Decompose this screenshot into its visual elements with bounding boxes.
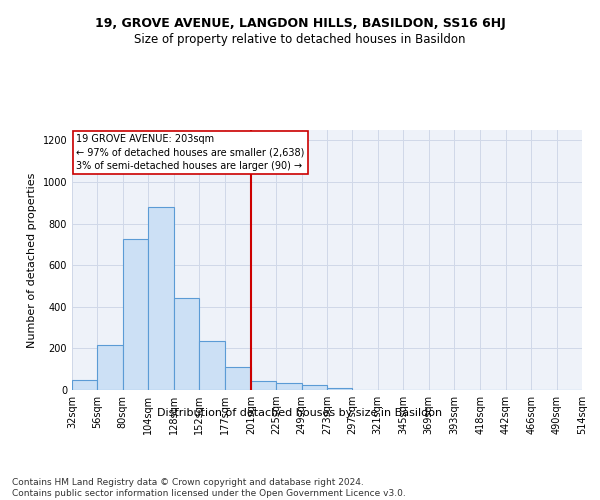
Text: Contains HM Land Registry data © Crown copyright and database right 2024.
Contai: Contains HM Land Registry data © Crown c… (12, 478, 406, 498)
Text: 19, GROVE AVENUE, LANGDON HILLS, BASILDON, SS16 6HJ: 19, GROVE AVENUE, LANGDON HILLS, BASILDO… (95, 18, 505, 30)
Text: Size of property relative to detached houses in Basildon: Size of property relative to detached ho… (134, 32, 466, 46)
Bar (148, 207, 173, 390)
Bar (251, 380, 276, 390)
Bar (72, 380, 97, 390)
Bar (199, 341, 226, 390)
Y-axis label: Number of detached properties: Number of detached properties (27, 172, 37, 348)
Bar (327, 388, 352, 390)
Bar (302, 385, 327, 390)
Bar (173, 298, 199, 390)
Bar (123, 239, 148, 390)
Text: 19 GROVE AVENUE: 203sqm
← 97% of detached houses are smaller (2,638)
3% of semi-: 19 GROVE AVENUE: 203sqm ← 97% of detache… (76, 134, 305, 170)
Bar (97, 346, 123, 390)
Text: Distribution of detached houses by size in Basildon: Distribution of detached houses by size … (157, 408, 443, 418)
Bar (276, 382, 302, 390)
Bar (226, 367, 251, 390)
